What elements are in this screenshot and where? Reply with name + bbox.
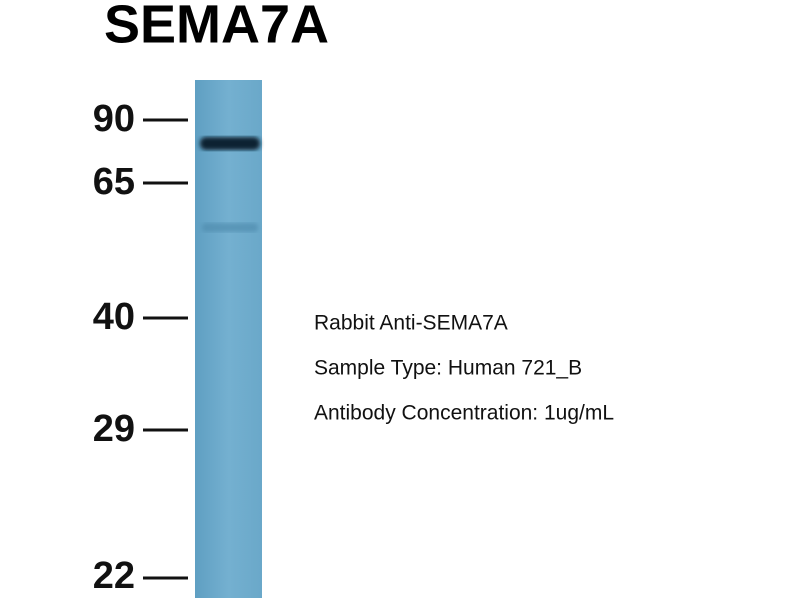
faint-band (202, 223, 258, 232)
markers: 90 65 40 29 22 (93, 98, 188, 597)
gel-lane (195, 80, 262, 598)
title: SEMA7A (104, 0, 329, 54)
marker-label: 29 (93, 408, 135, 450)
info: Rabbit Anti-SEMA7A Sample Type: Human 72… (314, 312, 614, 425)
main-band (200, 137, 260, 150)
marker-label: 90 (93, 98, 135, 140)
info-line: Antibody Concentration: 1ug/mL (314, 402, 614, 425)
marker-label: 22 (93, 555, 135, 597)
marker-label: 65 (93, 161, 135, 203)
info-line: Rabbit Anti-SEMA7A (314, 312, 508, 335)
marker-label: 40 (93, 296, 135, 338)
info-line: Sample Type: Human 721_B (314, 357, 582, 380)
